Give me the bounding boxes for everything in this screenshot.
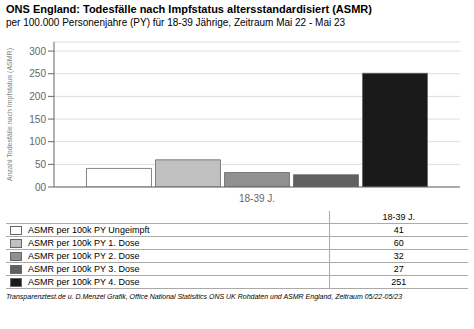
- svg-text:Anzahl Todesfälle nach Impfsta: Anzahl Todesfälle nach Impfstatus (ASMR): [8, 48, 14, 181]
- svg-text:200: 200: [29, 91, 46, 102]
- html-text:251: 251: [391, 277, 407, 287]
- html-text:ASMR per 100k PY 4. Dose: ASMR per 100k PY 4. Dose: [28, 277, 140, 287]
- svg-text:00: 00: [35, 182, 47, 193]
- svg-text:18-39 J.: 18-39 J.: [239, 193, 275, 204]
- html-text:ASMR per 100k PY 3. Dose: ASMR per 100k PY 3. Dose: [28, 264, 140, 274]
- html-text:60: 60: [393, 238, 404, 248]
- html-text:ASMR per 100k PY 1. Dose: ASMR per 100k PY 1. Dose: [28, 238, 140, 248]
- svg-text:100: 100: [29, 136, 46, 147]
- html-text:ASMR per 100k PY 2. Dose: ASMR per 100k PY 2. Dose: [28, 251, 140, 261]
- html-text:27: 27: [393, 264, 404, 274]
- html-text:Transparenztest.de u. D.Menzel: Transparenztest.de u. D.Menzel Grafik, O…: [6, 293, 403, 300]
- html-text:ONS England: Todesfälle nach I: ONS England: Todesfälle nach Impfstatus …: [6, 3, 372, 15]
- html-text:32: 32: [393, 251, 404, 261]
- html-text:per 100.000 Personenjahre (PY): per 100.000 Personenjahre (PY) für 18-39…: [6, 17, 346, 28]
- svg-text:150: 150: [29, 114, 46, 125]
- html-text:41: 41: [393, 225, 404, 235]
- svg-text:250: 250: [29, 68, 46, 79]
- html-text:ASMR per 100k PY Ungeimpft: ASMR per 100k PY Ungeimpft: [28, 225, 150, 235]
- html-text:18-39 J.: 18-39 J.: [382, 212, 416, 222]
- svg-text:300: 300: [29, 46, 46, 57]
- svg-text:50: 50: [35, 159, 47, 170]
